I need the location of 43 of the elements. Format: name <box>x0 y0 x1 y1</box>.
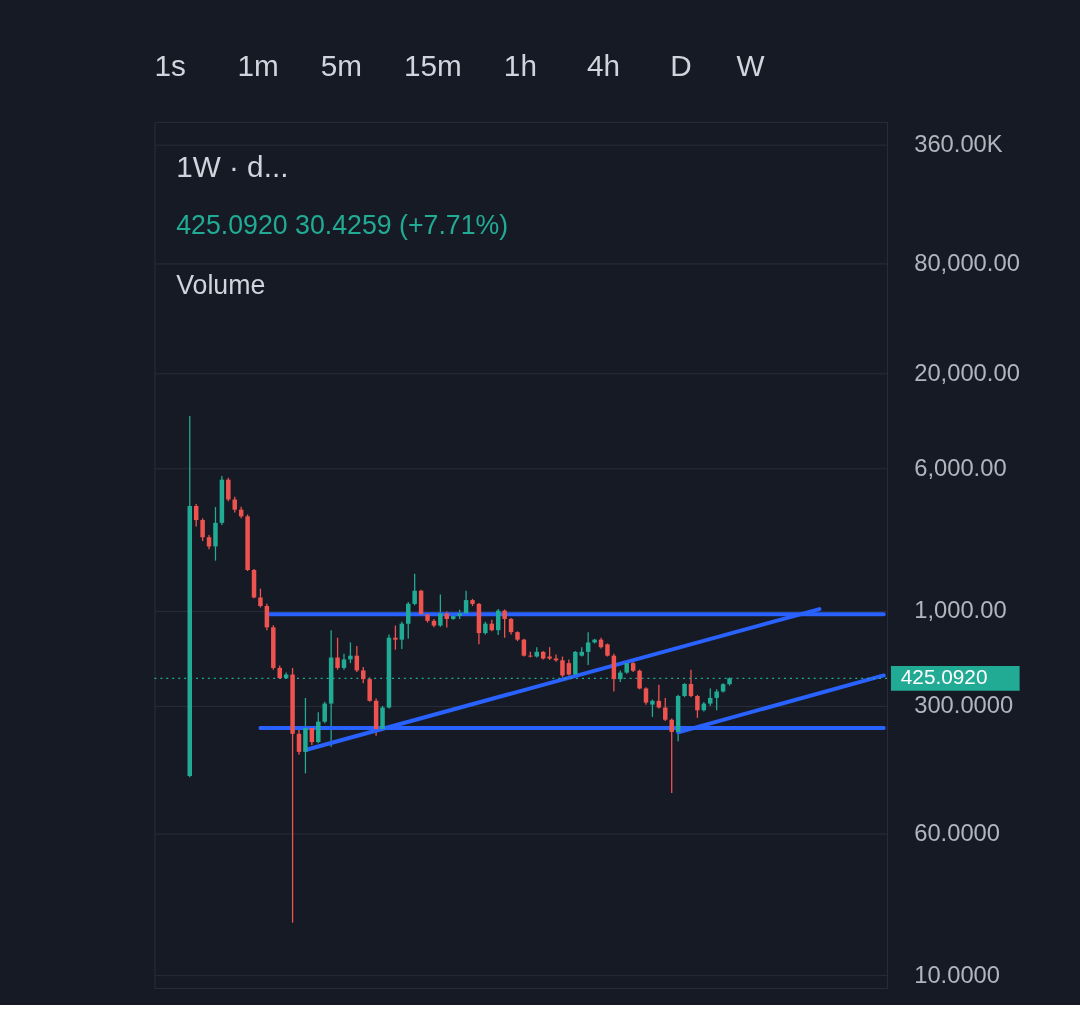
candlestick <box>637 668 642 690</box>
text: 1W · d... <box>176 150 289 184</box>
candlestick <box>367 676 372 703</box>
text: 4h <box>587 49 621 83</box>
y-tick-label: 20,000.00 <box>914 358 1020 386</box>
candlestick <box>438 593 443 628</box>
candlestick <box>502 608 507 639</box>
candlestick <box>412 573 417 606</box>
candlestick <box>258 587 263 609</box>
candlestick <box>322 701 327 724</box>
candlestick <box>695 694 700 719</box>
text: 1s <box>154 49 186 83</box>
candlestick <box>669 717 674 794</box>
candlestick <box>213 506 218 562</box>
text: 5m <box>320 49 362 83</box>
annotation: Volume <box>176 270 266 301</box>
candlestick <box>335 637 340 671</box>
candlestick <box>714 688 719 711</box>
y-tick-label: 1,000.00 <box>914 596 1007 624</box>
candlestick <box>226 477 231 502</box>
candlestick <box>200 517 205 542</box>
candlestick <box>560 655 565 679</box>
y-tick-label: 60.0000 <box>914 818 1001 846</box>
text: W <box>736 49 765 83</box>
y-tick-label: 10.0000 <box>914 960 1001 988</box>
candlestick <box>656 684 662 710</box>
candlestick <box>393 624 398 651</box>
text: 1h <box>503 49 537 83</box>
y-tick-label: 300.0000 <box>914 691 1014 719</box>
y-tick-label: 360.00K <box>914 130 1003 158</box>
candlestick <box>585 631 591 666</box>
annotation: 425.0920 30.4259 (+7.71%) <box>176 209 509 240</box>
candlestick <box>303 697 308 775</box>
y-tick-label: 6,000.00 <box>914 454 1007 482</box>
ref-line-label: 425.0920 <box>900 665 988 689</box>
y-tick-label: 80,000.00 <box>914 249 1020 277</box>
candlestick <box>380 705 385 732</box>
text: 15m <box>403 49 462 83</box>
text: 1m <box>237 49 279 83</box>
candlestick <box>406 601 411 640</box>
candlestick <box>663 697 668 722</box>
candlestick <box>316 711 321 744</box>
text: D <box>670 49 692 83</box>
